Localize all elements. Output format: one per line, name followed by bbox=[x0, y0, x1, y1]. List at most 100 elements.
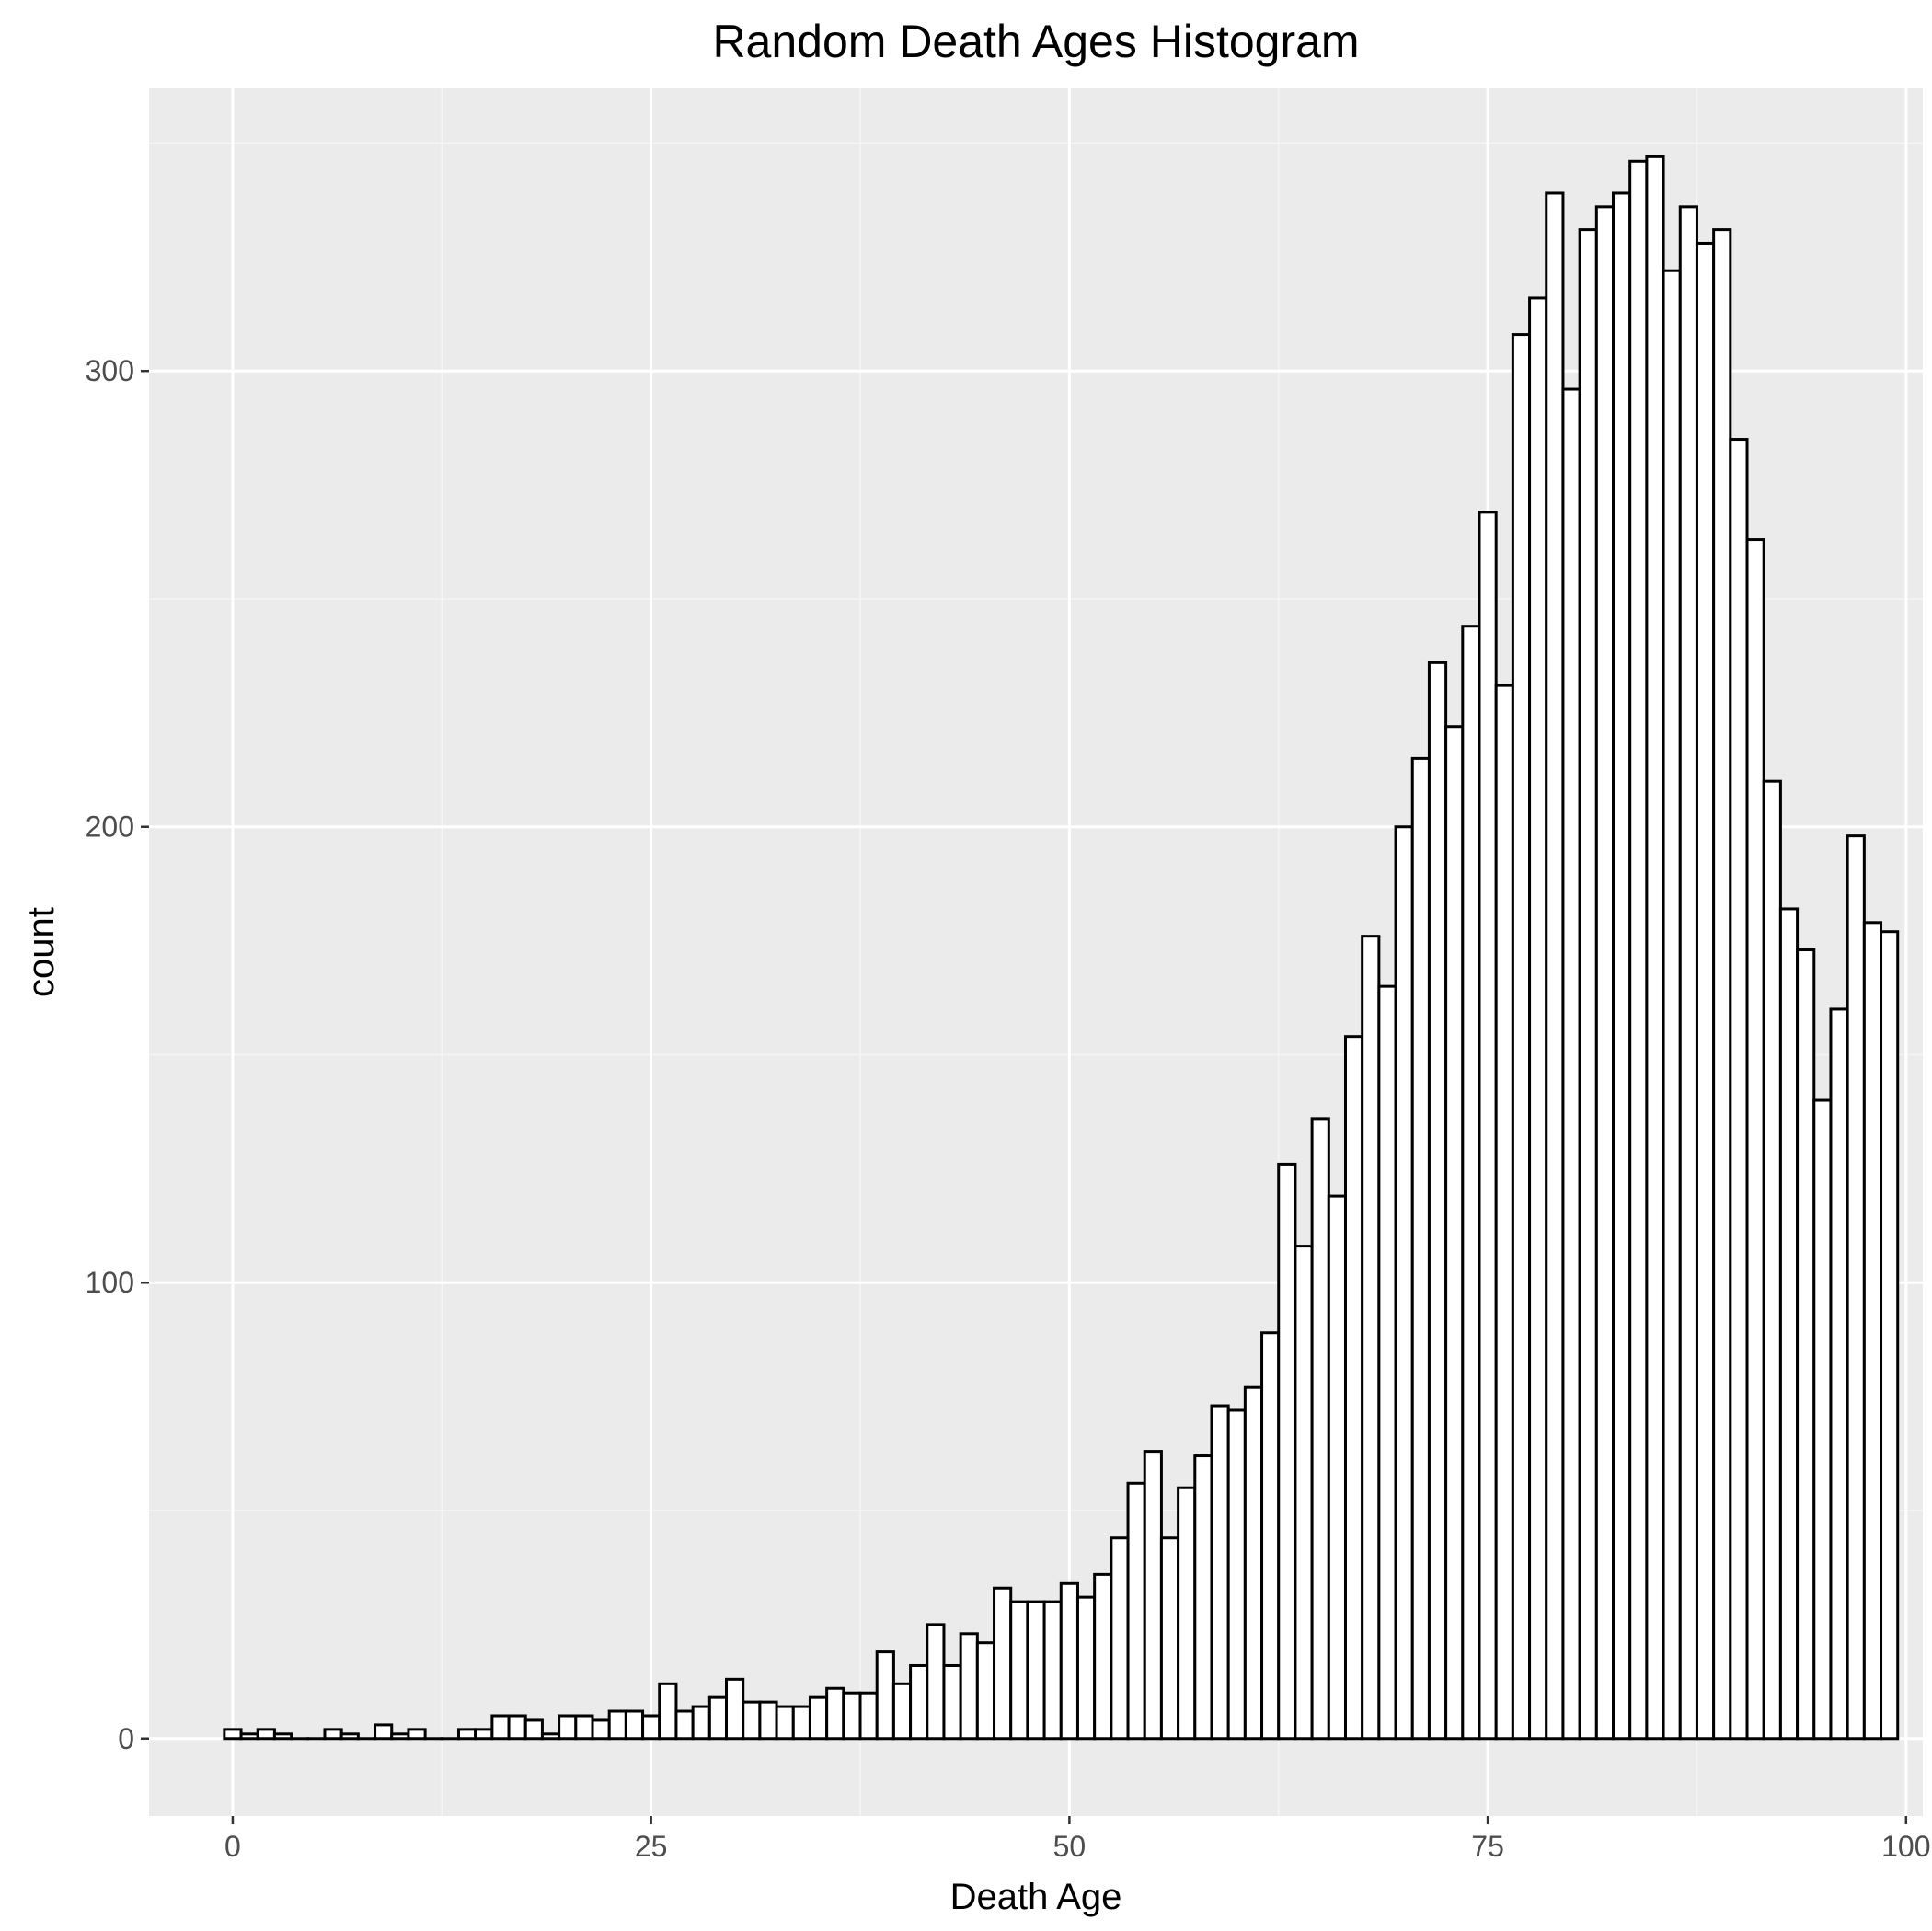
histogram-bar bbox=[725, 1677, 745, 1741]
histogram-bar bbox=[1829, 1007, 1849, 1741]
histogram-bar bbox=[239, 1732, 259, 1741]
histogram-bar bbox=[1545, 191, 1565, 1741]
x-tick-label: 75 bbox=[1471, 1830, 1504, 1863]
histogram-bar bbox=[1177, 1486, 1197, 1741]
histogram-bar bbox=[658, 1682, 678, 1741]
y-tick-label: 100 bbox=[86, 1266, 134, 1299]
histogram-bar bbox=[1796, 948, 1816, 1741]
histogram-bar bbox=[490, 1714, 511, 1741]
histogram-bar bbox=[975, 1641, 996, 1741]
histogram-bar bbox=[1361, 935, 1381, 1741]
histogram-bar bbox=[909, 1663, 929, 1741]
histogram-bar bbox=[1494, 684, 1514, 1741]
histogram-bar bbox=[407, 1728, 427, 1741]
histogram-bar bbox=[1159, 1536, 1180, 1741]
histogram-bar bbox=[1042, 1600, 1063, 1741]
histogram-bar bbox=[808, 1695, 829, 1741]
histogram-bars bbox=[223, 155, 1900, 1741]
histogram-bar bbox=[1561, 387, 1581, 1741]
histogram-bar bbox=[1662, 269, 1682, 1741]
x-tick-label: 25 bbox=[635, 1830, 668, 1863]
histogram-bar bbox=[1294, 1245, 1314, 1741]
histogram-bar bbox=[223, 1728, 243, 1741]
histogram-bar bbox=[256, 1728, 276, 1741]
histogram-bar bbox=[374, 1723, 394, 1741]
histogram-bar bbox=[1628, 159, 1649, 1741]
histogram-bar bbox=[691, 1705, 711, 1741]
histogram-bar bbox=[1846, 834, 1866, 1741]
histogram-bar bbox=[1461, 625, 1481, 1741]
histogram-bar bbox=[1260, 1331, 1281, 1741]
histogram-bar bbox=[758, 1700, 778, 1741]
histogram-bar bbox=[1645, 155, 1665, 1741]
histogram-bar bbox=[1444, 725, 1465, 1741]
histogram-bar bbox=[1343, 1035, 1364, 1741]
histogram-bar bbox=[875, 1650, 895, 1741]
histogram-bar bbox=[1226, 1408, 1247, 1741]
histogram-bar bbox=[1678, 205, 1698, 1741]
histogram-bar bbox=[1009, 1600, 1029, 1741]
histogram-bar bbox=[1745, 538, 1765, 1741]
histogram-bar bbox=[339, 1732, 360, 1741]
y-axis-title: count bbox=[21, 907, 62, 997]
y-tick-label: 0 bbox=[118, 1722, 134, 1755]
histogram-bar bbox=[1612, 191, 1632, 1741]
histogram-bar bbox=[1729, 438, 1749, 1741]
histogram-bar bbox=[791, 1705, 811, 1741]
histogram-bar bbox=[742, 1700, 762, 1741]
histogram-bar bbox=[474, 1728, 494, 1741]
x-tick-label: 0 bbox=[224, 1830, 241, 1863]
histogram-bar bbox=[1862, 921, 1883, 1741]
histogram-bar bbox=[1578, 228, 1598, 1741]
histogram-bar bbox=[1778, 907, 1800, 1741]
histogram-bar bbox=[707, 1695, 729, 1741]
histogram-bar bbox=[1093, 1572, 1113, 1741]
histogram-bar bbox=[1110, 1536, 1130, 1741]
histogram-bar bbox=[1243, 1385, 1264, 1741]
histogram-bar bbox=[272, 1732, 293, 1741]
histogram-bar bbox=[574, 1714, 594, 1741]
y-tick-label: 200 bbox=[86, 810, 134, 844]
x-axis-title: Death Age bbox=[950, 1877, 1122, 1917]
histogram-bar bbox=[993, 1586, 1013, 1741]
histogram-bar bbox=[1059, 1581, 1079, 1741]
histogram-bar bbox=[1277, 1162, 1297, 1741]
histogram-bar bbox=[959, 1632, 979, 1741]
histogram-bar bbox=[624, 1709, 645, 1741]
histogram-bar bbox=[1511, 333, 1532, 1741]
histogram-bar bbox=[891, 1682, 913, 1741]
histogram-bar bbox=[1712, 228, 1732, 1741]
histogram-bar bbox=[1478, 511, 1498, 1741]
histogram-bar bbox=[1594, 205, 1616, 1741]
histogram-bar bbox=[1143, 1450, 1163, 1741]
histogram-bar bbox=[558, 1714, 578, 1741]
histogram-bar bbox=[540, 1732, 561, 1741]
histogram-bar bbox=[1427, 661, 1448, 1741]
histogram-bar bbox=[507, 1714, 527, 1741]
histogram-bar bbox=[1377, 984, 1397, 1741]
histogram-bar bbox=[1812, 1098, 1833, 1741]
chart-title: Random Death Ages Histogram bbox=[712, 16, 1359, 67]
histogram-bar bbox=[323, 1728, 343, 1741]
histogram-bar bbox=[1310, 1117, 1330, 1741]
y-tick-label: 300 bbox=[86, 354, 134, 387]
histogram-bar bbox=[1026, 1600, 1046, 1741]
histogram-bar bbox=[1528, 296, 1548, 1741]
histogram-bar bbox=[942, 1663, 962, 1741]
histogram-bar bbox=[1762, 779, 1782, 1741]
histogram-bar bbox=[1075, 1595, 1097, 1741]
histogram-bar bbox=[775, 1705, 795, 1741]
histogram-bar bbox=[641, 1714, 661, 1741]
histogram-bar bbox=[523, 1718, 544, 1741]
histogram-bar bbox=[825, 1686, 845, 1741]
histogram-bar bbox=[591, 1718, 611, 1741]
histogram-bar bbox=[858, 1691, 879, 1741]
histogram-bar bbox=[390, 1732, 410, 1741]
x-tick-label: 50 bbox=[1053, 1830, 1087, 1863]
histogram-bar bbox=[1210, 1404, 1230, 1741]
histogram-bar bbox=[1193, 1454, 1213, 1741]
histogram-bar bbox=[842, 1691, 862, 1741]
histogram-bar bbox=[607, 1709, 627, 1741]
histogram-bar bbox=[1880, 930, 1900, 1741]
histogram-bar bbox=[1327, 1194, 1347, 1741]
